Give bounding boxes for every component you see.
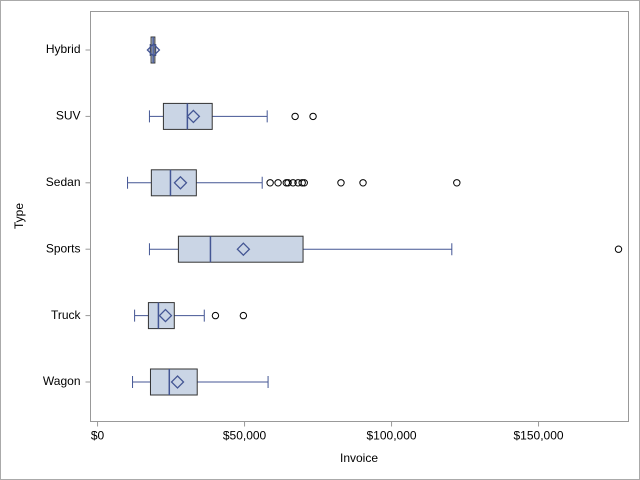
y-axis-label: Type: [12, 203, 26, 229]
outlier: [291, 112, 299, 121]
whisker-high: [196, 176, 263, 189]
whisker-high: [197, 376, 269, 388]
whisker-low: [127, 176, 152, 189]
whisker-high: [212, 110, 268, 123]
whisker-low: [148, 110, 164, 123]
outlier: [284, 179, 292, 187]
y-tick-label: Sedan: [46, 175, 81, 189]
outlier: [300, 179, 308, 187]
whisker-low: [132, 376, 151, 388]
outlier: [298, 179, 306, 187]
whisker-low: [134, 309, 149, 322]
outlier: [337, 179, 345, 187]
y-tick-label: Sports: [46, 241, 81, 255]
mean: [146, 43, 161, 57]
mean: [186, 109, 201, 124]
outlier: [266, 179, 274, 187]
mean: [173, 175, 188, 190]
whisker-high: [303, 243, 453, 256]
outlier: [359, 179, 367, 187]
outlier: [614, 245, 623, 253]
x-tick-label: $150,000: [514, 429, 564, 443]
y-tick-label: Truck: [51, 308, 82, 322]
x-axis-label: Invoice: [340, 451, 378, 465]
x-tick-label: $100,000: [367, 429, 417, 443]
whisker-low: [148, 243, 179, 256]
y-tick-label: SUV: [56, 109, 81, 123]
outlier: [274, 179, 282, 187]
y-tick-label: Wagon: [43, 374, 81, 388]
mean: [170, 375, 185, 389]
x-tick-label: $50,000: [223, 429, 267, 443]
box: [149, 368, 198, 396]
box: [147, 302, 175, 330]
plot-frame: [90, 11, 629, 422]
outlier: [309, 112, 317, 121]
outlier: [289, 179, 297, 187]
whisker-high: [174, 309, 205, 322]
mean: [236, 242, 251, 257]
mean: [158, 308, 173, 323]
y-tick-label: Hybrid: [46, 42, 81, 56]
box: [177, 235, 304, 263]
outlier: [453, 179, 461, 187]
outlier: [239, 311, 248, 320]
x-tick-label: $0: [91, 429, 105, 443]
outlier: [211, 311, 220, 320]
